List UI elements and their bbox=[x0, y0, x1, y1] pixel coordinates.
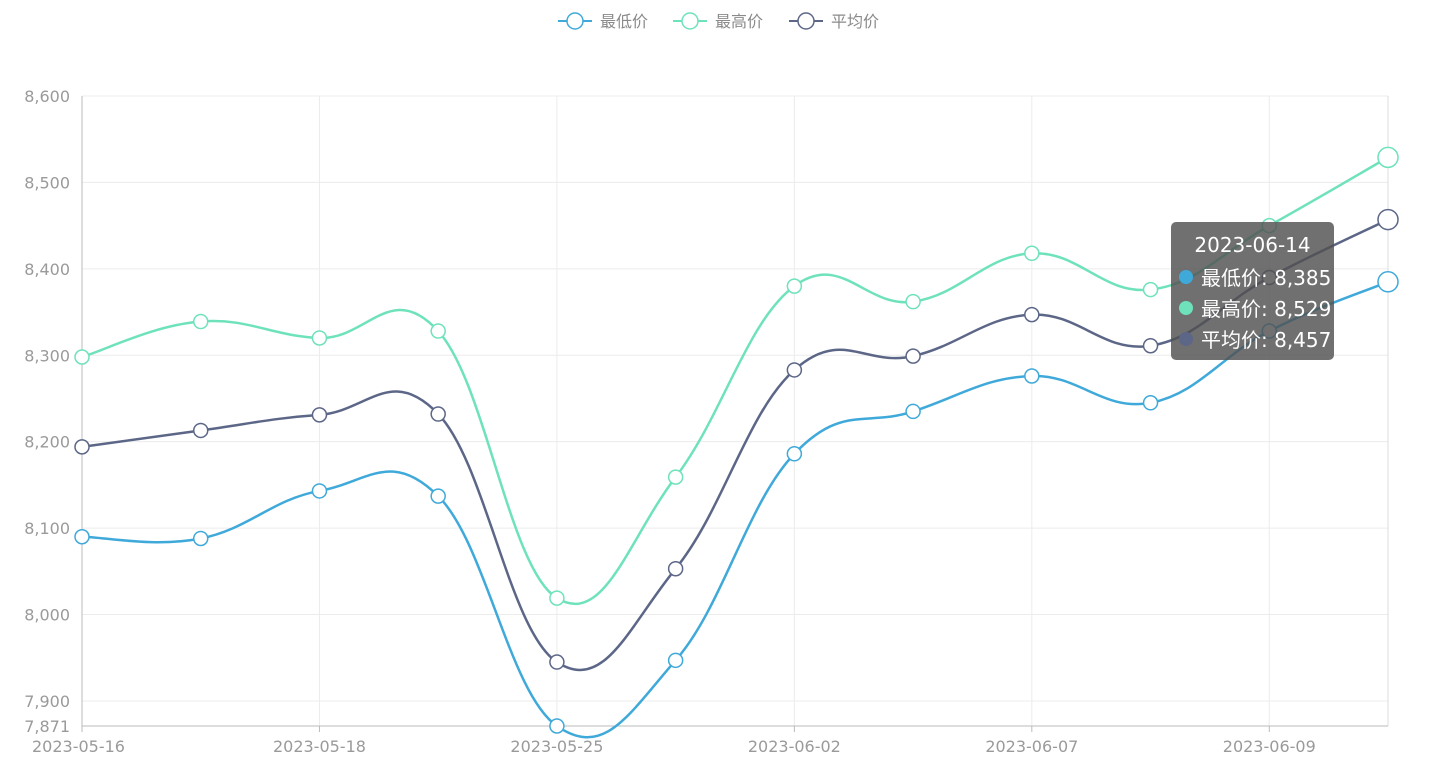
data-point[interactable] bbox=[192, 313, 209, 330]
x-tick-label: 2023-05-18 bbox=[273, 737, 366, 756]
data-point[interactable] bbox=[192, 422, 209, 439]
data-point[interactable] bbox=[430, 323, 446, 339]
legend-label: 最低价 bbox=[600, 12, 648, 31]
data-point[interactable] bbox=[549, 590, 565, 606]
data-point[interactable] bbox=[311, 407, 328, 423]
data-point[interactable] bbox=[74, 349, 90, 365]
series-2 bbox=[74, 146, 1399, 606]
data-point[interactable] bbox=[549, 718, 565, 734]
tooltip-row: 最低价: 8,385 bbox=[1201, 266, 1331, 290]
y-tick-label: 7,871 bbox=[24, 717, 70, 736]
legend-label: 最高价 bbox=[715, 12, 763, 31]
data-point[interactable] bbox=[1024, 306, 1040, 323]
data-point[interactable] bbox=[430, 488, 446, 504]
data-point[interactable] bbox=[905, 403, 921, 420]
y-tick-label: 8,100 bbox=[24, 519, 70, 538]
data-point[interactable] bbox=[786, 446, 803, 462]
data-point[interactable] bbox=[786, 278, 803, 294]
data-point[interactable] bbox=[74, 528, 90, 545]
tooltip-row: 最高价: 8,529 bbox=[1201, 297, 1331, 321]
y-tick-label: 8,500 bbox=[24, 173, 70, 192]
data-point[interactable] bbox=[430, 406, 446, 422]
data-point[interactable] bbox=[1377, 146, 1399, 169]
x-tick-label: 2023-05-25 bbox=[510, 737, 603, 756]
data-point[interactable] bbox=[667, 469, 684, 485]
legend-item[interactable]: 最低价 bbox=[558, 12, 648, 31]
legend-marker-icon bbox=[566, 12, 584, 30]
legend-label: 平均价 bbox=[831, 12, 879, 31]
data-point[interactable] bbox=[549, 654, 565, 670]
data-point[interactable] bbox=[905, 348, 921, 364]
x-tick-label: 2023-06-07 bbox=[985, 737, 1078, 756]
tooltip-marker-icon bbox=[1179, 301, 1193, 315]
tooltip-box bbox=[1171, 222, 1334, 360]
data-point[interactable] bbox=[311, 330, 328, 346]
data-point[interactable] bbox=[786, 362, 803, 378]
x-tick-label: 2023-05-16 bbox=[32, 737, 125, 756]
tooltip-marker-icon bbox=[1179, 270, 1193, 284]
legend-item[interactable]: 最高价 bbox=[673, 12, 763, 31]
data-point[interactable] bbox=[1377, 208, 1399, 231]
data-point[interactable] bbox=[74, 439, 90, 455]
tooltip-marker-icon bbox=[1179, 332, 1193, 346]
data-point[interactable] bbox=[667, 652, 684, 669]
axes: 7,871 7,900 8,000 8,100 8,200 8,300 8,400 8,500… bbox=[24, 87, 1388, 756]
x-tick-label: 2023-06-09 bbox=[1223, 737, 1316, 756]
data-point[interactable] bbox=[667, 560, 684, 577]
data-point[interactable] bbox=[905, 293, 921, 310]
data-point[interactable] bbox=[311, 483, 328, 499]
data-point[interactable] bbox=[1377, 271, 1399, 293]
y-tick-label: 8,000 bbox=[24, 606, 70, 625]
legend[interactable]: 最低价 最高价 平均价 bbox=[558, 12, 879, 31]
data-point[interactable] bbox=[1142, 338, 1159, 354]
y-tick-label: 8,600 bbox=[24, 87, 70, 106]
data-point[interactable] bbox=[1024, 245, 1040, 262]
data-point[interactable] bbox=[1142, 395, 1159, 411]
series-layer bbox=[74, 146, 1399, 739]
data-point[interactable] bbox=[1024, 368, 1040, 384]
tooltip-title: 2023-06-14 bbox=[1194, 233, 1310, 257]
tooltip: 2023-06-14 最低价: 8,385 最高价: 8,529 平均价: 8,457 bbox=[1171, 222, 1334, 360]
tooltip-row: 平均价: 8,457 bbox=[1201, 328, 1331, 352]
data-point[interactable] bbox=[192, 530, 209, 547]
legend-item[interactable]: 平均价 bbox=[789, 12, 879, 31]
grid-lines bbox=[82, 95, 1389, 726]
data-point[interactable] bbox=[1142, 281, 1159, 298]
y-tick-label: 7,900 bbox=[24, 692, 70, 711]
legend-marker-icon bbox=[797, 12, 815, 30]
legend-marker-icon bbox=[681, 12, 699, 30]
y-tick-label: 8,300 bbox=[24, 346, 70, 365]
x-tick-label: 2023-06-02 bbox=[748, 737, 841, 756]
y-tick-label: 8,400 bbox=[24, 260, 70, 279]
y-tick-label: 8,200 bbox=[24, 433, 70, 452]
